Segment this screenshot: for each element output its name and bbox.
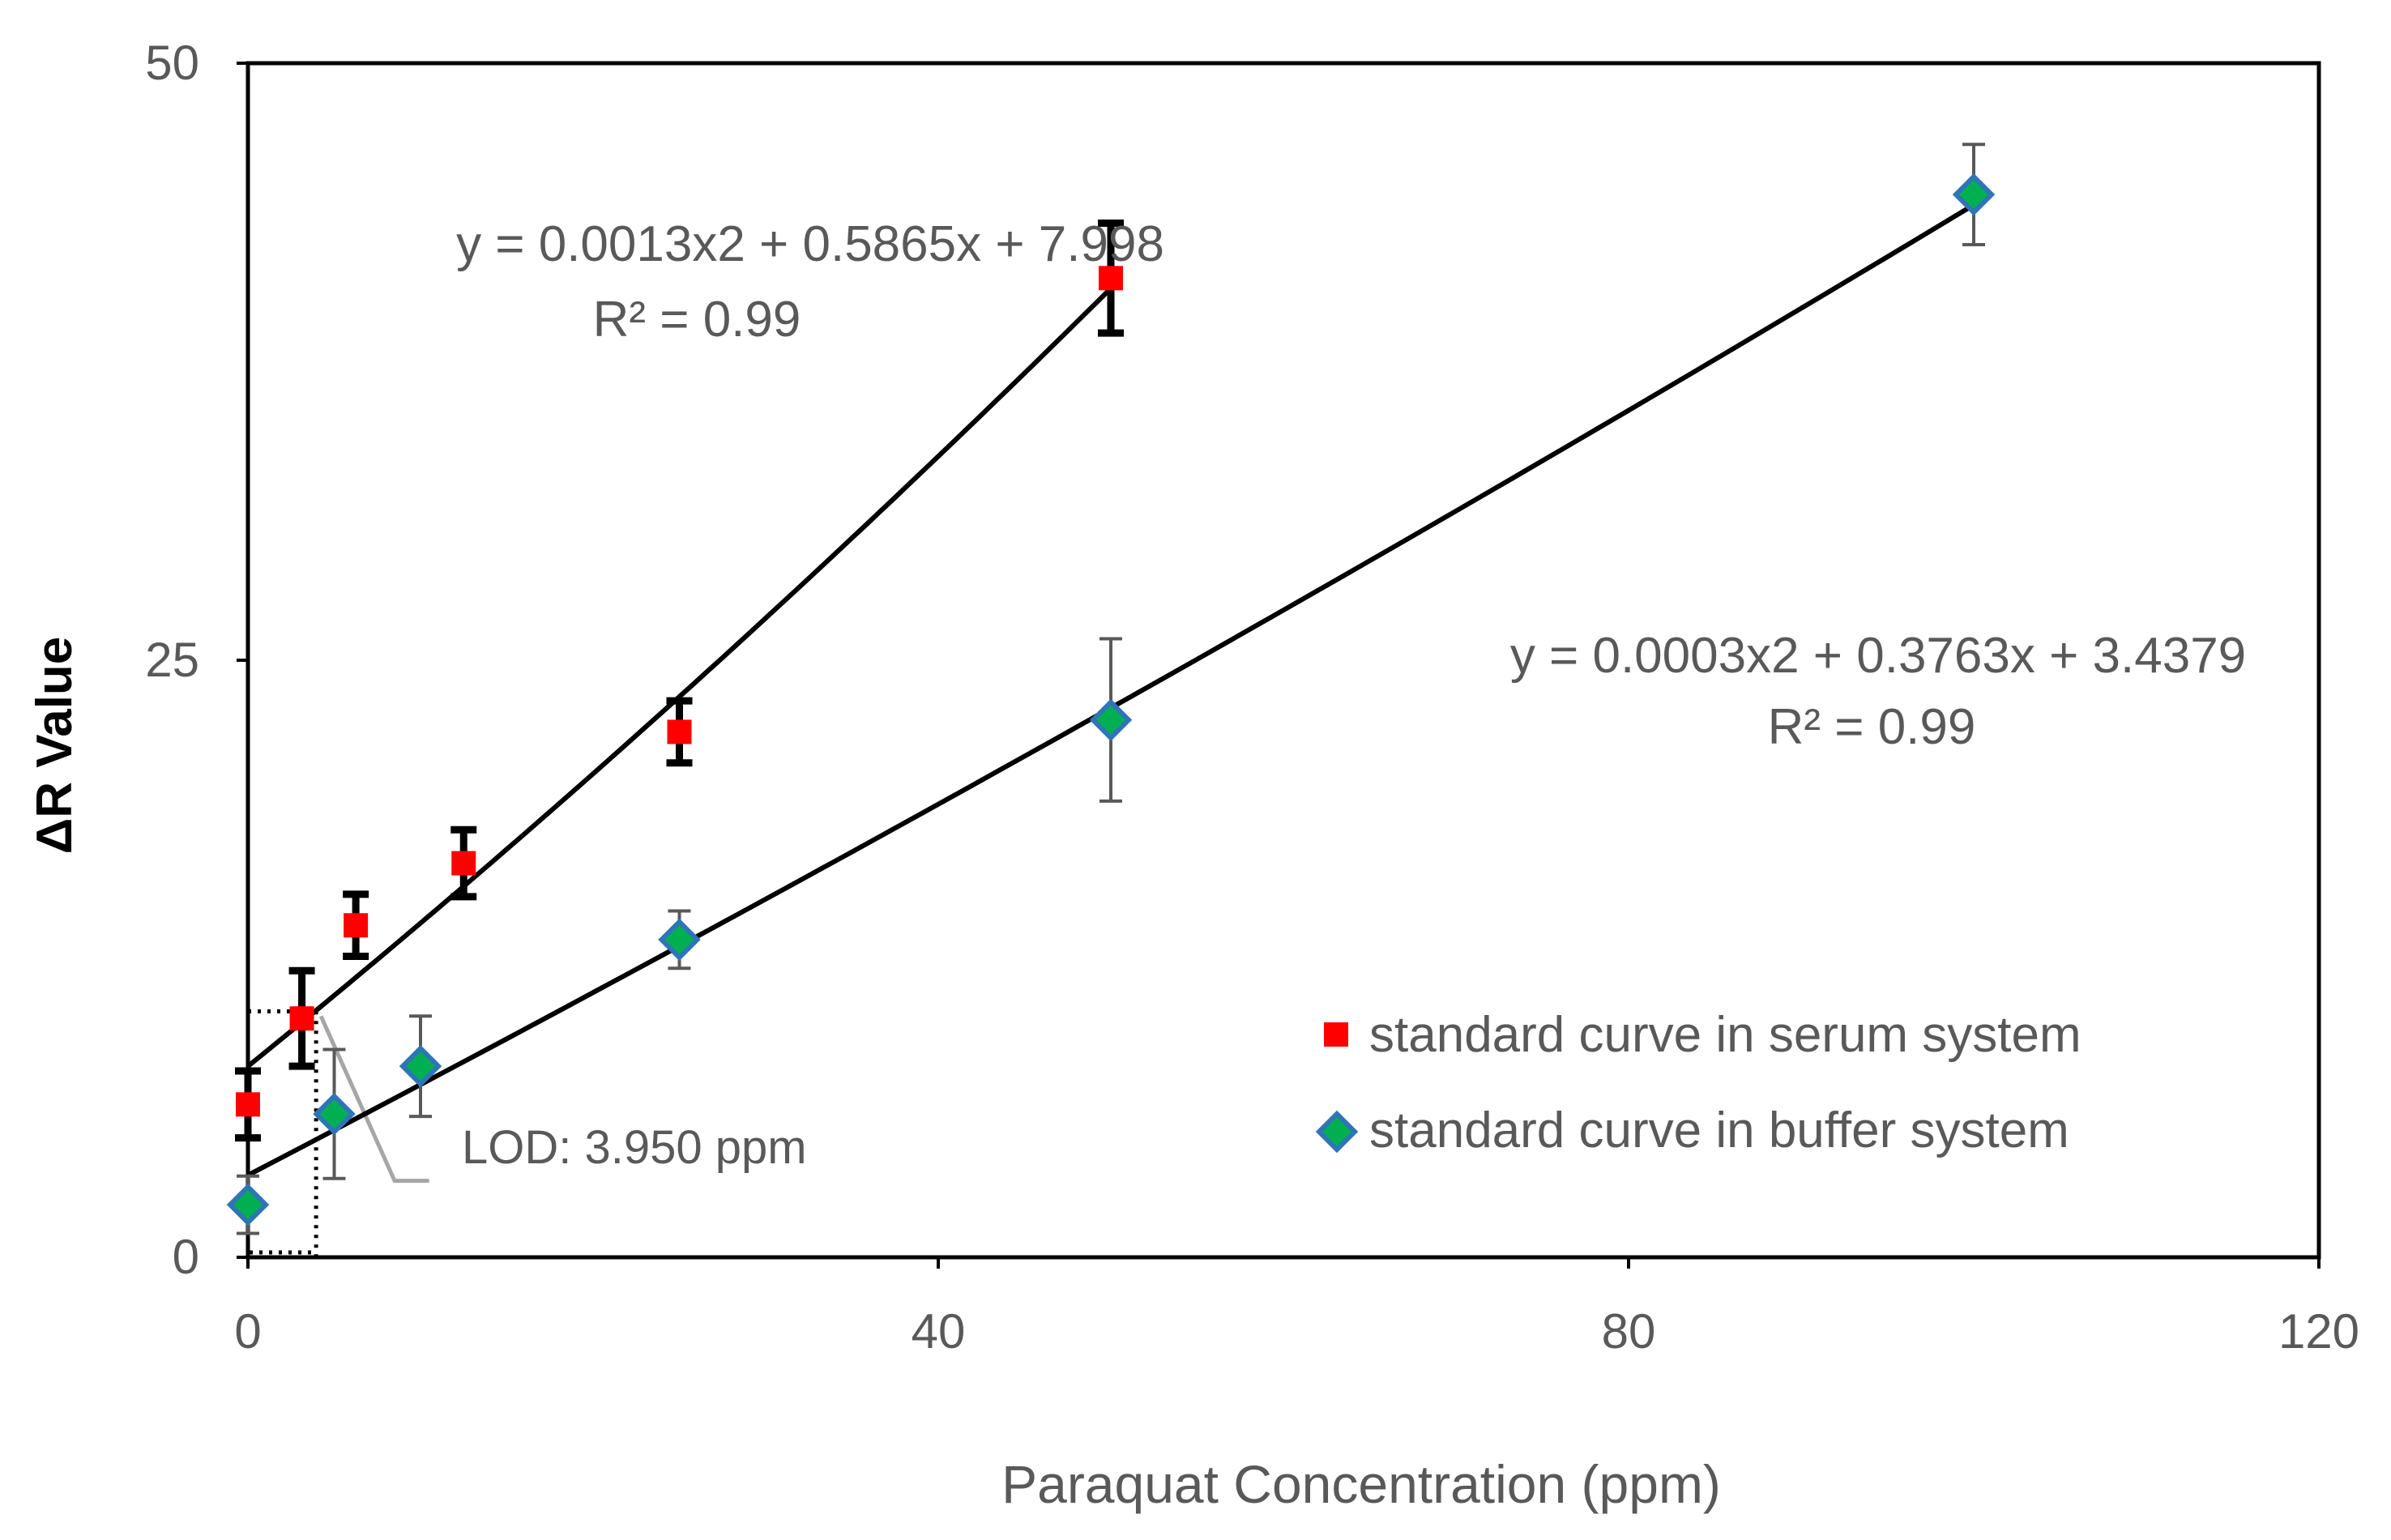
x-tick-label: 0 (234, 1304, 261, 1359)
buffer-data-point (226, 1183, 270, 1226)
y-axis-title: ΔR Value (27, 637, 83, 855)
serum-fit-r2: R² = 0.99 (593, 292, 801, 348)
x-tick-label: 40 (912, 1304, 966, 1359)
serum-data-point (236, 1092, 260, 1117)
serum-data-point (344, 913, 369, 938)
serum-data-point (451, 851, 476, 876)
lod-annotation: LOD: 3.950 ppm (462, 1121, 807, 1174)
legend-buffer-label: standard curve in buffer system (1369, 1103, 2069, 1158)
buffer-fit-equation: y = 0.0003x2 + 0.3763x + 3.4379 (1510, 628, 2246, 684)
y-tick-label: 0 (173, 1230, 199, 1284)
x-axis-title: Paraquat Concentration (ppm) (1001, 1454, 1721, 1514)
buffer-data-point (313, 1092, 356, 1136)
serum-fit-line (246, 286, 1113, 1069)
serum-data-point (667, 719, 692, 744)
serum-fit-equation: y = 0.0013x2 + 0.5865x + 7.998 (456, 216, 1164, 272)
lod-leader-line (318, 1015, 429, 1184)
legend-serum-marker (1324, 1022, 1348, 1047)
legend-buffer-marker (1315, 1110, 1359, 1154)
legend-serum-label: standard curve in serum system (1369, 1007, 2081, 1063)
serum-data-point (289, 1006, 314, 1031)
buffer-fit-r2: R² = 0.99 (1768, 699, 1976, 755)
buffer-data-point (399, 1044, 442, 1088)
legend: standard curve in serum system standard … (1315, 1007, 2081, 1158)
buffer-data-point (1952, 173, 1996, 216)
buffer-data-point (658, 918, 701, 962)
x-tick-label: 80 (1602, 1304, 1656, 1359)
y-tick-label: 50 (145, 36, 199, 90)
x-tick-label: 120 (2278, 1304, 2359, 1359)
buffer-data-point (1089, 698, 1133, 741)
serum-data-point (1099, 266, 1123, 291)
y-tick-label: 25 (145, 633, 199, 687)
